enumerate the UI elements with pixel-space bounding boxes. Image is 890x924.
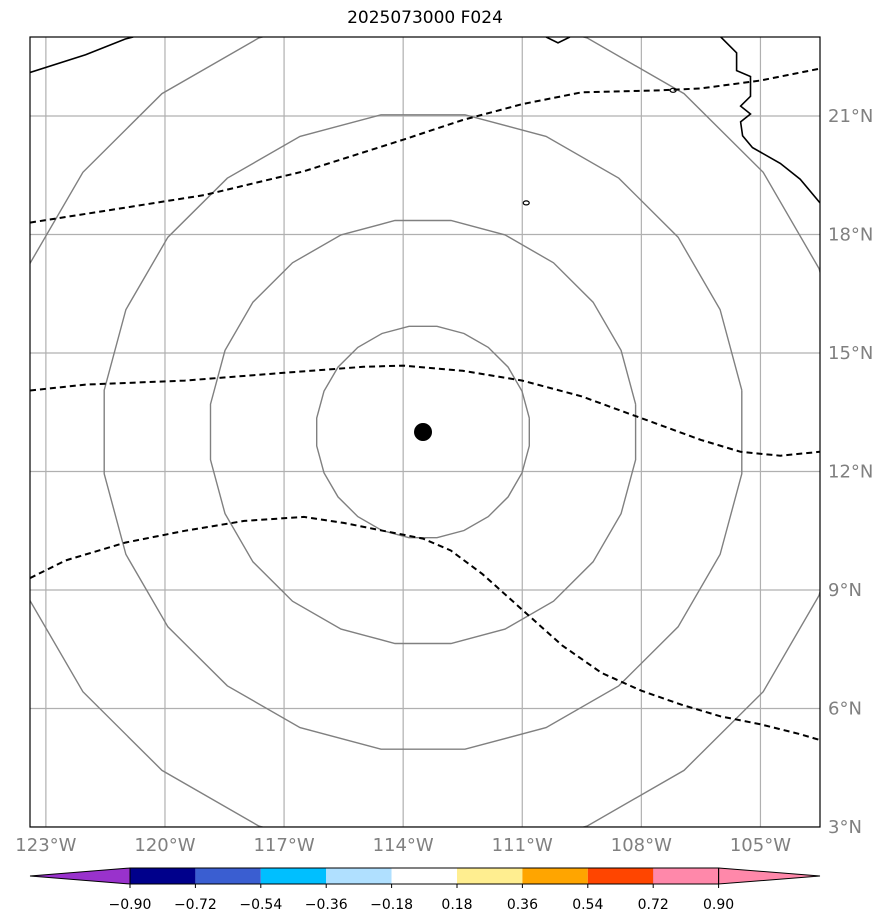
- latitude-tick-label: 15°N: [828, 343, 873, 364]
- colorbar-tick-label: 0.18: [441, 897, 472, 913]
- colorbar-tick-label: −0.18: [370, 897, 413, 913]
- colorbar-segment: [195, 868, 261, 884]
- longitude-labels: 123°W 120°W 117°W 114°W 111°W 108°W 105°W: [15, 835, 791, 856]
- latitude-tick-label: 9°N: [828, 580, 862, 601]
- coastline: [30, 37, 134, 74]
- colorbar-tick-label: 0.90: [703, 897, 734, 913]
- dashed-contour: [30, 515, 820, 742]
- longitude-tick-label: 111°W: [492, 835, 553, 856]
- colorbar-tick-label: −0.54: [239, 897, 282, 913]
- colorbar-segment: [326, 868, 392, 884]
- colorbar-segment: [653, 868, 719, 884]
- coastline: [720, 37, 820, 204]
- range-ring: [30, 37, 820, 827]
- latitude-tick-label: 3°N: [828, 817, 862, 838]
- longitude-tick-label: 120°W: [134, 835, 195, 856]
- longitude-tick-label: 105°W: [730, 835, 791, 856]
- latitude-tick-label: 12°N: [828, 462, 873, 483]
- colorbar-tick-labels: −0.90 −0.72 −0.54 −0.36 −0.18 0.18 0.36 0.54 0.7…: [109, 884, 734, 913]
- range-ring: [209, 219, 637, 645]
- colorbar-segment: [391, 868, 457, 884]
- colorbar-segment: [587, 868, 654, 884]
- colorbar-tick-label: −0.36: [305, 897, 348, 913]
- dashed-contours: [30, 67, 820, 742]
- colorbar: [29, 867, 821, 885]
- colorbar-tick-label: −0.90: [109, 897, 152, 913]
- map-frame: [29, 36, 821, 828]
- storm-center-marker: [414, 423, 433, 441]
- longitude-tick-label: 123°W: [15, 835, 76, 856]
- colorbar-segment: [260, 868, 327, 884]
- colorbar-tick-label: 0.54: [572, 897, 603, 913]
- colorbar-tick-label: 0.36: [507, 897, 538, 913]
- longitude-tick-label: 108°W: [611, 835, 672, 856]
- colorbar-extend-min: [29, 867, 131, 885]
- colorbar-outline: [129, 867, 720, 885]
- longitude-tick-label: 117°W: [253, 835, 314, 856]
- latitude-tick-label: 6°N: [828, 699, 862, 720]
- dashed-contour: [30, 364, 820, 457]
- latitude-labels: 3°N 6°N 9°N 12°N 15°N 18°N 21°N: [828, 106, 873, 838]
- graticule: [30, 37, 820, 827]
- range-rings: [30, 37, 820, 827]
- latitude-tick-label: 21°N: [828, 106, 873, 127]
- colorbar-tick-label: 0.72: [638, 897, 669, 913]
- latitude-tick-label: 18°N: [828, 225, 873, 246]
- longitude-tick-label: 114°W: [373, 835, 434, 856]
- colorbar-segment: [130, 868, 196, 884]
- colorbar-extend-max: [718, 867, 821, 885]
- map-title: 2025073000 F024: [347, 8, 503, 28]
- range-ring: [103, 114, 743, 750]
- dashed-contour: [30, 67, 820, 224]
- colorbar-segment: [457, 868, 523, 884]
- coastline: [545, 37, 571, 44]
- colorbar-segment: [522, 868, 588, 884]
- colorbar-tick-label: −0.72: [174, 897, 217, 913]
- island: [522, 200, 530, 206]
- range-ring: [316, 325, 530, 539]
